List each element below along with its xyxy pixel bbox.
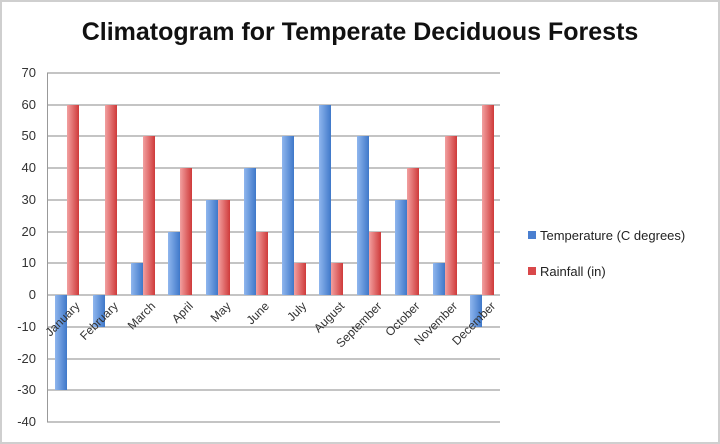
- y-tick-label: 40: [21, 160, 36, 176]
- temperature-bar: [357, 136, 369, 296]
- gridline: [47, 135, 500, 138]
- x-tick-label: June: [243, 299, 272, 328]
- rainfall-bar: [331, 263, 344, 296]
- gridline: [47, 103, 500, 106]
- temperature-bar: [243, 168, 256, 296]
- gridline: [47, 389, 500, 392]
- temperature-bar: [281, 136, 294, 296]
- gridline: [47, 357, 500, 360]
- legend: Temperature (C degrees) Rainfall (in): [528, 226, 685, 298]
- temperature-bar: [432, 263, 445, 296]
- x-tick-label: July: [284, 299, 310, 325]
- y-tick-label: -10: [17, 318, 36, 334]
- x-tick-label: May: [207, 299, 234, 326]
- gridline: [47, 262, 500, 265]
- temperature-bar: [55, 295, 67, 391]
- x-tick-label: April: [169, 299, 197, 326]
- legend-label: Rainfall (in): [540, 263, 606, 279]
- rainfall-bar: [293, 263, 306, 296]
- y-tick-label: 50: [21, 128, 36, 144]
- y-tick-label: -40: [17, 414, 36, 429]
- legend-item-temperature: Temperature (C degrees): [528, 226, 685, 244]
- rainfall-bar: [482, 104, 495, 296]
- rainfall-bar: [255, 231, 268, 296]
- temperature-bar: [168, 231, 181, 296]
- y-tick-label: 10: [21, 255, 36, 271]
- y-tick-label: -30: [17, 382, 36, 398]
- y-tick-label: 60: [21, 96, 36, 112]
- rainfall-bar: [180, 168, 193, 296]
- legend-item-rainfall: Rainfall (in): [528, 262, 685, 280]
- y-tick-label: 70: [21, 65, 36, 80]
- temperature-bar: [130, 263, 143, 296]
- rainfall-bar: [218, 199, 230, 296]
- y-tick-label: 0: [28, 287, 36, 303]
- gridline: [47, 167, 500, 170]
- chart-title: Climatogram for Temperate Deciduous Fore…: [81, 18, 639, 46]
- rainfall-bar: [104, 104, 117, 296]
- x-tick-label: August: [310, 299, 348, 336]
- y-tick-label: 30: [21, 191, 36, 207]
- temperature-bar: [92, 295, 105, 327]
- legend-label: Temperature (C degrees): [540, 227, 686, 243]
- temperature-bar: [206, 199, 218, 296]
- gridline: [47, 294, 500, 297]
- gridline: [47, 421, 500, 423]
- gridline: [47, 198, 500, 201]
- y-tick-label: 20: [21, 223, 36, 239]
- rainfall-bar: [444, 136, 457, 296]
- temperature-bar: [319, 104, 332, 296]
- y-tick-label: -20: [17, 350, 36, 366]
- rainfall-bar: [406, 168, 419, 296]
- rainfall-swatch-icon: [528, 267, 536, 275]
- gridline: [47, 325, 500, 328]
- gridline: [47, 72, 500, 74]
- temperature-swatch-icon: [528, 231, 536, 239]
- rainfall-bar: [67, 104, 79, 296]
- gridline: [47, 230, 500, 233]
- y-axis: [47, 73, 48, 422]
- rainfall-bar: [369, 231, 381, 296]
- temperature-bar: [394, 199, 407, 296]
- rainfall-bar: [142, 136, 155, 296]
- temperature-bar: [470, 295, 483, 327]
